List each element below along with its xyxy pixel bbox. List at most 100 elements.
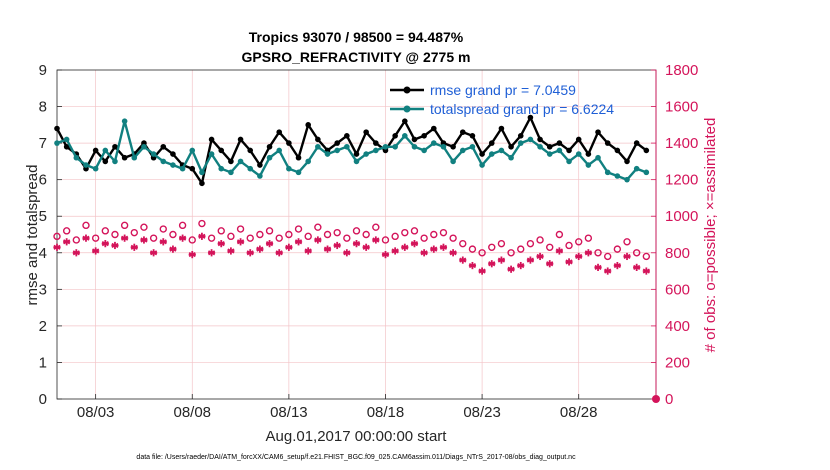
possible-point <box>478 249 486 257</box>
possible-point <box>546 243 554 251</box>
assimilated-point <box>362 243 370 251</box>
assimilated-point <box>101 240 109 248</box>
rmse-point <box>575 136 582 143</box>
rmse-point <box>63 143 70 150</box>
possible-point <box>584 234 593 242</box>
legend-marker-totalspread <box>403 105 411 113</box>
possible-point <box>575 238 583 246</box>
possible-point <box>555 230 564 239</box>
totalspread-point <box>517 140 524 146</box>
rmse-point <box>459 129 466 135</box>
possible-point <box>323 230 332 239</box>
rmse-point <box>257 162 263 168</box>
assimilated-point <box>72 249 80 257</box>
totalspread-point <box>305 158 311 165</box>
rmse-point <box>373 140 379 146</box>
assimilated-point <box>594 263 602 271</box>
rmse-point <box>527 114 534 121</box>
chart-title-line1: Tropics 93070 / 98500 = 94.487% <box>249 29 464 45</box>
possible-point <box>227 232 235 241</box>
y-right-tick-label: 400 <box>665 318 690 335</box>
totalspread-point <box>295 169 302 176</box>
assimilated-point <box>178 234 187 242</box>
totalspread-point <box>575 151 582 157</box>
right-axis: 0 200 400 600 800 1000 1200 1400 1600 1800 <box>651 62 698 408</box>
rmse-point <box>189 165 196 172</box>
possible-point <box>120 221 129 230</box>
y-axis-right-label: # of obs: o=possible; ×=assimilated <box>702 118 719 353</box>
possible-point <box>140 223 148 231</box>
rmse-point <box>604 140 611 146</box>
possible-point <box>169 230 177 239</box>
rmse-point <box>643 147 650 154</box>
x-tick-label: 08/13 <box>270 404 308 421</box>
assimilated-point <box>323 245 332 253</box>
possible-point <box>507 249 515 257</box>
totalspread-point <box>179 165 186 172</box>
assimilated-point <box>633 263 641 271</box>
totalspread-point <box>546 151 553 157</box>
possible-point <box>82 221 90 230</box>
possible-point <box>159 225 167 233</box>
possible-point <box>207 234 216 242</box>
rmse-point <box>479 151 485 157</box>
possible-point <box>352 227 361 235</box>
rmse-point <box>624 158 630 165</box>
totalspread-point <box>218 165 225 172</box>
possible-point <box>149 234 158 242</box>
y-left-tick-label: 9 <box>39 62 47 79</box>
y-left-tick-label: 1 <box>39 354 47 371</box>
assimilated-point <box>468 261 477 270</box>
assimilated-point <box>642 267 650 275</box>
assimilated-point <box>217 240 225 248</box>
assimilated-point <box>555 247 563 255</box>
assimilated-point <box>53 243 61 251</box>
possible-point <box>304 232 312 241</box>
y-right-tick-label: 0 <box>665 391 673 408</box>
totalspread-point <box>324 151 331 157</box>
possible-point <box>517 245 525 253</box>
rmse-point <box>411 136 418 143</box>
totalspread-point <box>189 147 196 154</box>
rmse-point <box>247 147 254 154</box>
x-tick-label: 08/08 <box>173 404 211 421</box>
possible-point <box>198 219 206 228</box>
possible-point <box>623 238 631 246</box>
assimilated-point <box>604 267 612 275</box>
possible-point <box>603 252 612 261</box>
possible-point <box>632 249 641 257</box>
totalspread-point <box>392 143 398 150</box>
totalspread-point <box>585 162 592 168</box>
y-right-tick-label: 1600 <box>665 99 698 116</box>
rmse-point <box>353 151 360 157</box>
totalspread-point <box>228 169 234 176</box>
totalspread-point <box>344 143 350 150</box>
totalspread-point <box>402 133 408 139</box>
totalspread-point <box>276 147 283 154</box>
totalspread-point <box>527 136 534 143</box>
assimilated-point <box>333 241 341 250</box>
assimilated-point <box>517 261 525 270</box>
rmse-point <box>430 125 437 132</box>
rmse-point <box>315 136 321 143</box>
totalspread-point <box>556 147 563 154</box>
y-right-tick-label: 600 <box>665 281 690 298</box>
assimilated-point <box>246 249 254 257</box>
totalspread-point <box>450 158 456 165</box>
rmse-point <box>305 122 311 128</box>
possible-point <box>111 230 119 239</box>
totalspread-point <box>247 165 254 172</box>
assimilated-point <box>478 267 486 275</box>
assimilated-point <box>304 247 312 255</box>
y-left-tick-label: 2 <box>39 318 47 335</box>
assimilated-point <box>623 252 631 261</box>
assimilated-point <box>285 243 293 251</box>
assimilated-point <box>584 249 592 257</box>
possible-point <box>410 227 419 235</box>
totalspread-point <box>150 151 157 157</box>
totalspread-point <box>237 158 244 165</box>
totalspread-point <box>199 169 205 176</box>
totalspread-point <box>363 151 369 157</box>
assimilated-point <box>236 238 245 246</box>
assimilated-point <box>150 249 158 257</box>
